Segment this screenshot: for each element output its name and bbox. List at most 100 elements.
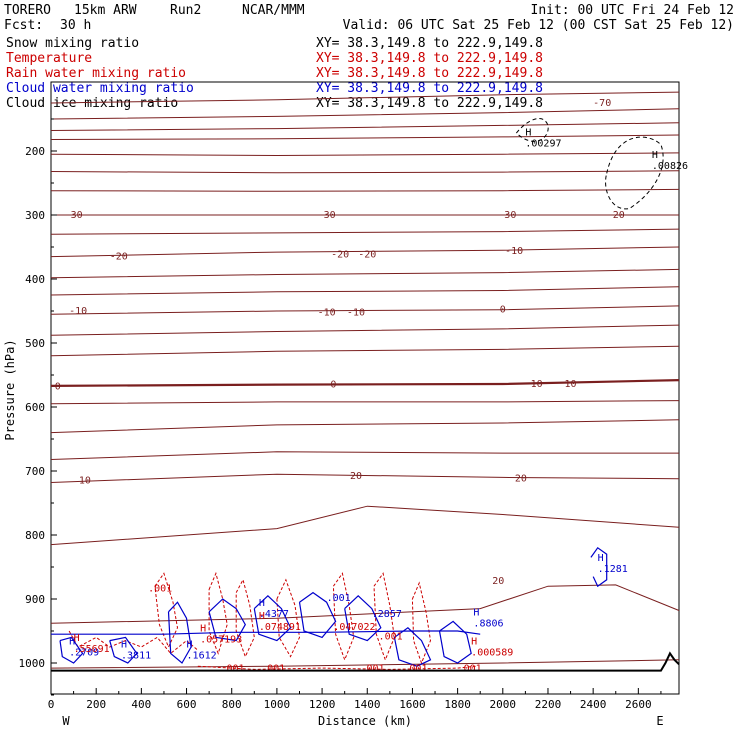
rain-max-value: .074891 — [259, 622, 301, 633]
isotherm-line — [50, 419, 680, 434]
rain-max-h-marker: H — [200, 624, 206, 635]
y-tick-label: 900 — [25, 593, 45, 606]
legend-xy: XY= 38.3,149.8 to 222.9,149.8 — [316, 96, 543, 111]
forecast-hour: 30 h — [60, 18, 91, 33]
legend-xy: XY= 38.3,149.8 to 222.9,149.8 — [316, 81, 543, 96]
isotherm-label: -10 — [505, 246, 523, 257]
rain-max-h-marker: H — [74, 633, 80, 644]
ice-max-h-marker: H — [652, 150, 658, 161]
isotherm-line — [50, 505, 680, 546]
rain-max-h-marker: H — [259, 611, 265, 622]
y-tick-label: 800 — [25, 529, 45, 542]
rain-max-value: .000589 — [471, 647, 513, 658]
isotherm-line — [50, 188, 680, 192]
y-tick-label: 700 — [25, 465, 45, 478]
y-tick-label: 500 — [25, 337, 45, 350]
isotherm-line — [50, 108, 680, 120]
y-tick-label: 200 — [25, 145, 45, 158]
isotherm-label: 20 — [492, 576, 504, 587]
cloud-water-contour — [344, 594, 382, 642]
legend-xy: XY= 38.3,149.8 to 222.9,149.8 — [316, 36, 543, 51]
legend-label: Cloud water mixing ratio — [6, 81, 194, 96]
cloud-water-max-h-marker: H — [598, 553, 604, 564]
cloud-water-contour — [51, 630, 481, 635]
header: TORERO 15km ARW Run2 NCAR/MMM Init: 00 U… — [4, 3, 734, 33]
ice-max-h-marker: H — [525, 128, 531, 139]
rain-max-value: .55691 — [74, 644, 110, 655]
x-tick-label: 2600 — [625, 698, 652, 711]
isotherm-label: -10 — [69, 306, 87, 317]
isotherm-line — [50, 451, 679, 460]
x-end-right: E — [656, 714, 663, 728]
isotherm-label: -10 — [347, 307, 365, 318]
cloud-water-max-h-marker: H — [473, 608, 479, 619]
cloud-water-max-h-marker: H — [69, 636, 75, 647]
ice-contour — [605, 136, 664, 210]
rain-contour — [154, 572, 179, 649]
cloud-water-max-value: .3811 — [121, 651, 151, 662]
organization: NCAR/MMM — [242, 3, 305, 18]
isotherm-line — [50, 659, 680, 669]
legend-label: Temperature — [6, 51, 92, 66]
ice-contour — [515, 117, 549, 142]
x-tick-label: 1800 — [444, 698, 471, 711]
cloud-water-contour — [59, 636, 84, 664]
isotherm-line — [50, 379, 680, 387]
isotherm-line — [50, 584, 680, 624]
y-axis-label: Pressure (hPa) — [3, 339, 17, 440]
legend-label: Cloud ice mixing ratio — [6, 96, 178, 111]
rain-max-value: .001 — [261, 663, 285, 674]
cloud-water-contour — [438, 620, 472, 664]
isotherm-label: 20 — [350, 471, 362, 482]
isotherm-line — [50, 134, 680, 140]
isotherm-label: 10 — [531, 379, 543, 390]
isotherm-line — [50, 122, 680, 131]
valid-time: Valid: 06 UTC Sat 25 Feb 12 (00 CST Sat … — [343, 18, 734, 33]
rain-max-value: .001 — [148, 583, 172, 594]
rain-contour — [276, 578, 301, 658]
temperature-isotherms: -70 -30 -30 -30 -20 -20 -20 -20 -10 -10 -10 -10 0 0 0 1… — [50, 91, 680, 669]
isotherm-line — [50, 305, 680, 315]
isotherm-label: 0 — [55, 382, 61, 393]
rain-max-value: .001 — [379, 631, 403, 642]
cloud-water-max-value: .2709 — [69, 647, 99, 658]
isotherm-line — [50, 170, 680, 174]
isotherm-label: 0 — [500, 305, 506, 316]
x-tick-label: 2200 — [535, 698, 562, 711]
cloud-water-contour — [109, 636, 138, 664]
x-tick-label: 2400 — [580, 698, 607, 711]
y-tick-label: 400 — [25, 273, 45, 286]
rain-contour — [197, 665, 476, 670]
legend: Snow mixing ratio XY= 38.3,149.8 to 222.… — [6, 36, 543, 111]
cloud-water-max-value: .1612 — [187, 651, 217, 662]
rain-max-value: .001 — [360, 663, 384, 674]
y-tick-label: 1000 — [19, 657, 46, 670]
x-tick-label: 200 — [86, 698, 106, 711]
isotherm-label: -30 — [65, 210, 83, 221]
isotherm-line — [50, 400, 680, 405]
plot-frame — [50, 81, 680, 695]
isotherm-label: -30 — [318, 210, 336, 221]
x-tick-label: 2000 — [490, 698, 517, 711]
isotherm-label: -20 — [331, 250, 349, 261]
isotherm-line — [50, 268, 680, 279]
isotherm-line — [50, 246, 680, 258]
cloud-water-max-h-marker: H — [187, 640, 193, 651]
rain-contour — [68, 630, 199, 655]
maxima-labels: H.00297H.00826H.2709H.3811H.1612H.4377.0… — [69, 128, 688, 675]
rain-max-value: .057193 — [200, 635, 242, 646]
legend-label: Snow mixing ratio — [6, 36, 139, 51]
cloud-water-contour — [208, 598, 246, 642]
isotherm-label: -30 — [498, 210, 516, 221]
rain-contour — [332, 572, 355, 662]
ice-max-value: .00826 — [652, 161, 688, 172]
y-tick-label: 300 — [25, 209, 45, 222]
rain-max-h-marker: H — [471, 636, 477, 647]
isotherm-label: 0 — [330, 380, 336, 391]
rain-max-value: .001 — [220, 663, 244, 674]
legend-xy: XY= 38.3,149.8 to 222.9,149.8 — [316, 66, 543, 81]
cloud-water-contours — [51, 546, 608, 667]
cloud-ice-contours — [515, 117, 664, 210]
cloud-water-contour — [393, 627, 432, 667]
isotherm-line — [50, 91, 680, 104]
